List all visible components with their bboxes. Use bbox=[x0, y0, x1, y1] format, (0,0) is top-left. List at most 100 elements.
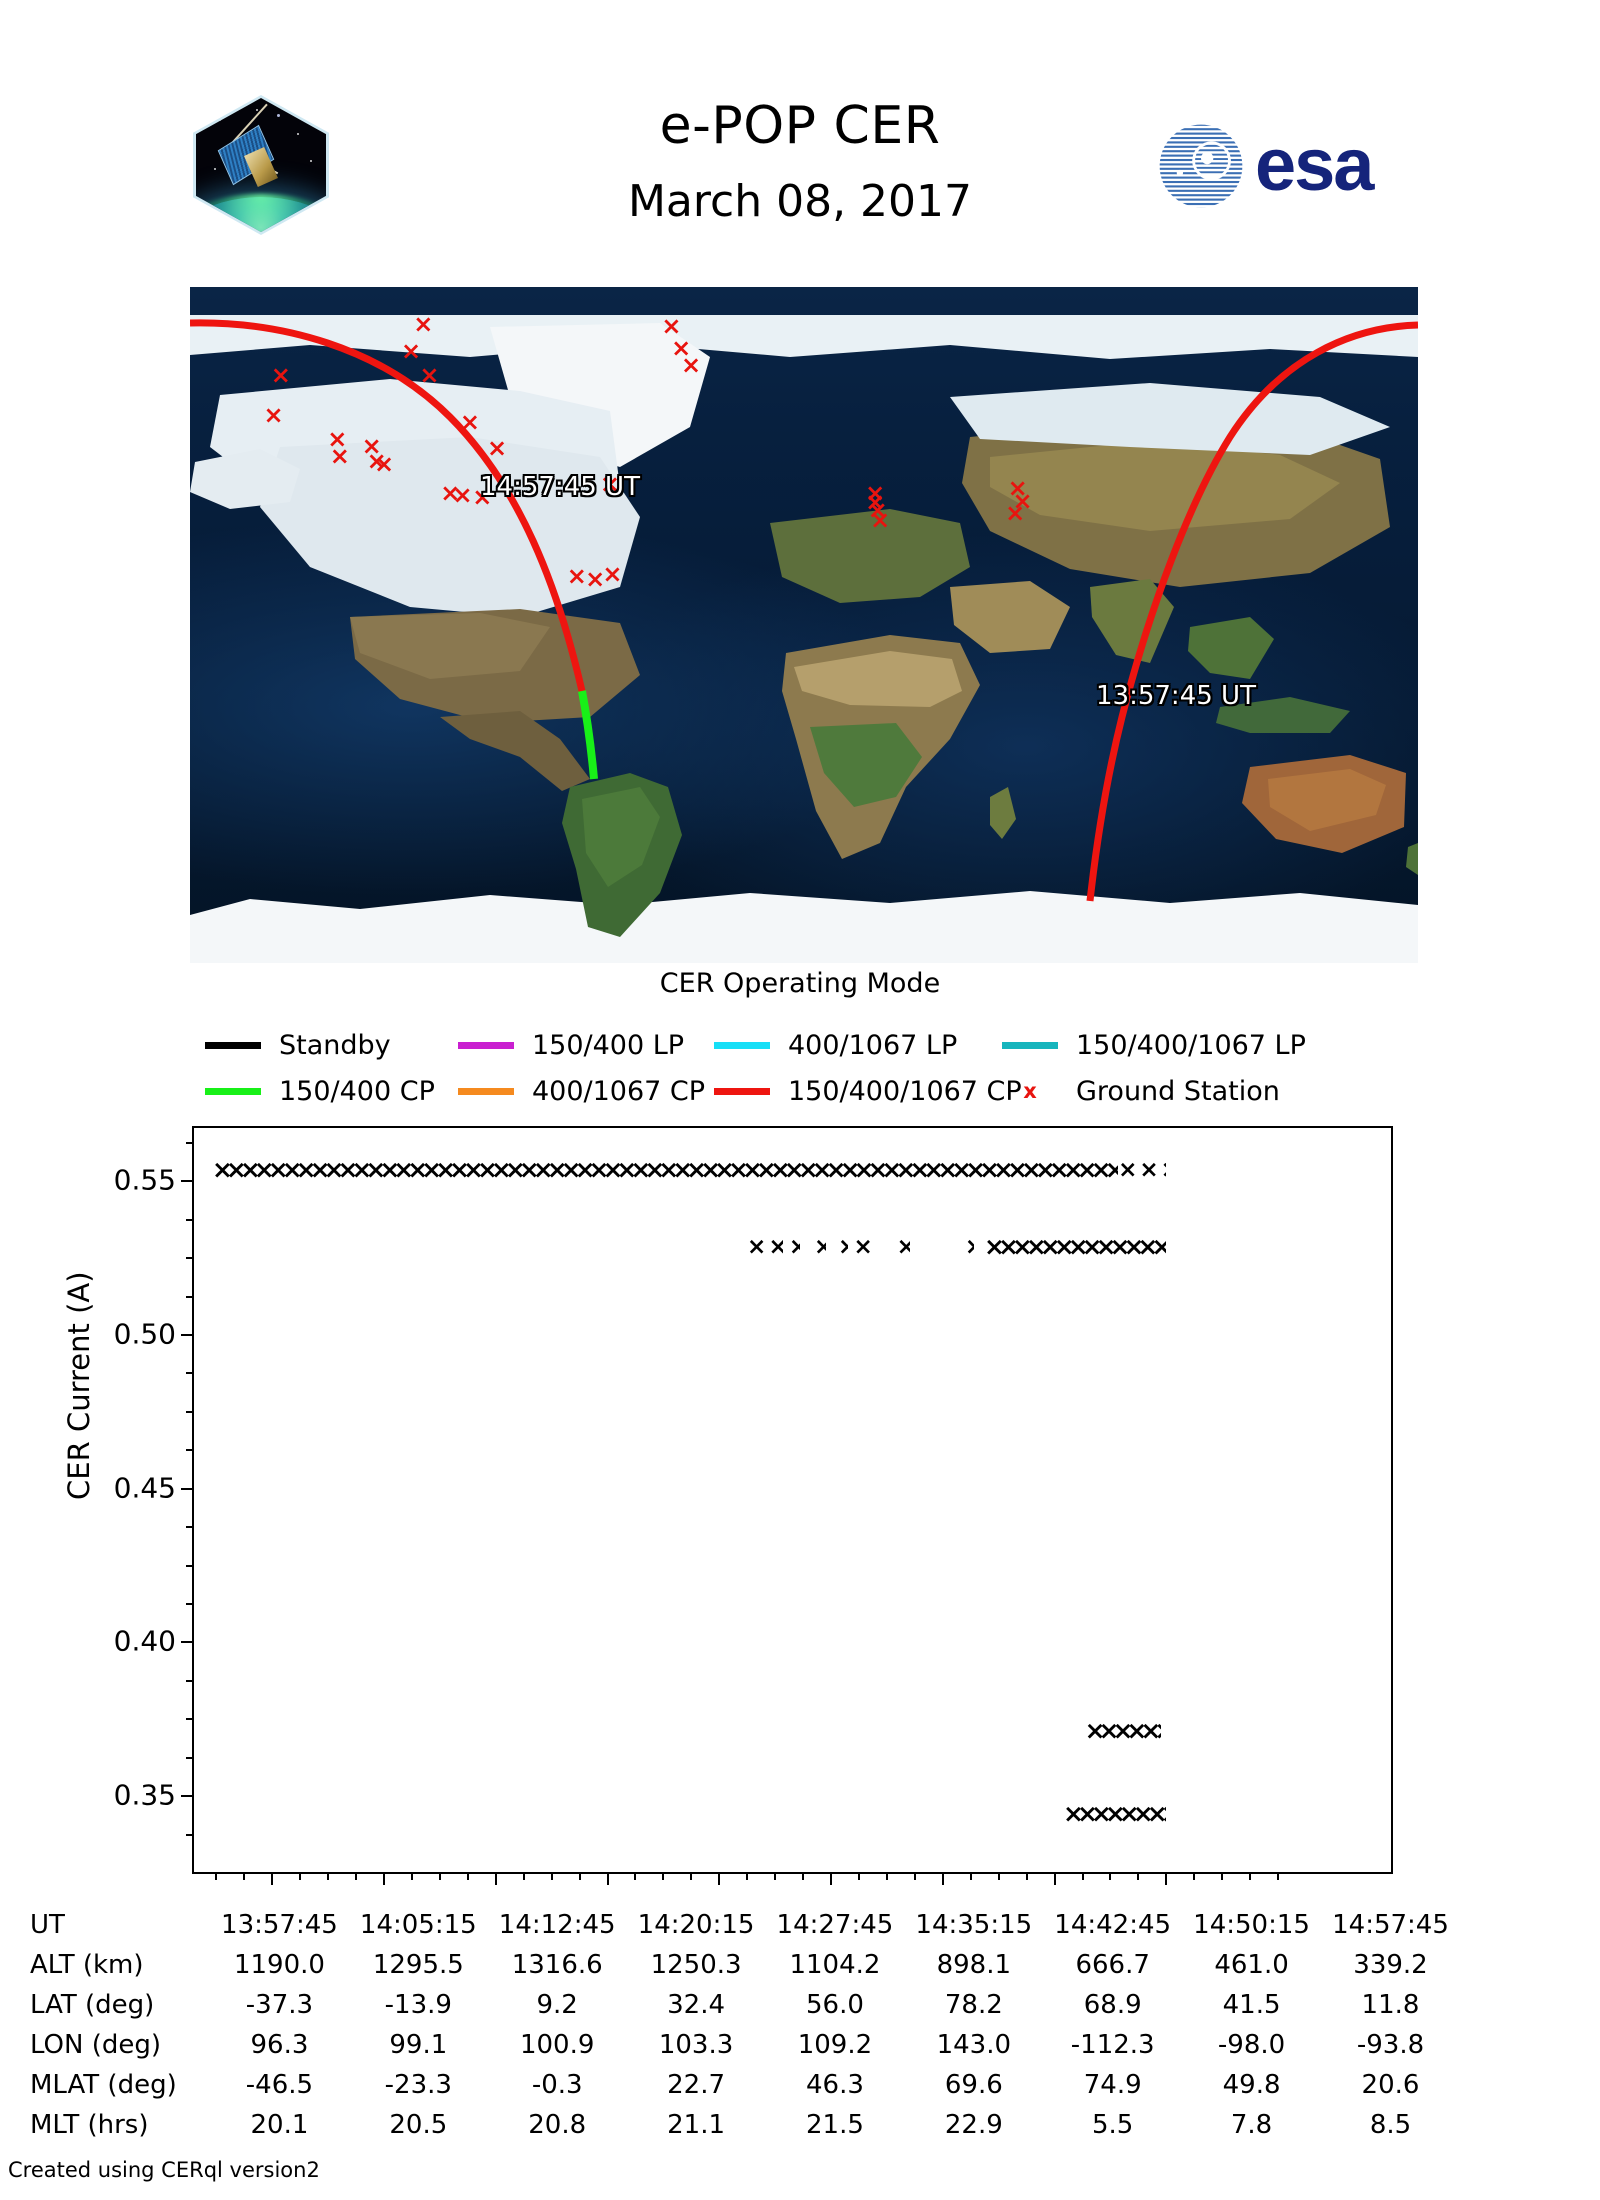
x-axis-minor-tick bbox=[522, 1872, 525, 1880]
legend-swatch-standby bbox=[205, 1041, 261, 1049]
table-row: ALT (km) 1190.0 1295.5 1316.6 1250.3 1104.2 89… bbox=[30, 1945, 1460, 1985]
table-cell: 20.5 bbox=[389, 2110, 448, 2140]
table-cell: 1104.2 bbox=[789, 1950, 881, 1980]
ground-station-marker: × bbox=[599, 470, 621, 499]
legend-item-400-1067-cp: 400/1067 CP bbox=[458, 1076, 714, 1107]
ground-station-marker: × bbox=[452, 481, 473, 510]
x-axis-minor-tick bbox=[746, 1872, 749, 1880]
table-row-label: LON (deg) bbox=[30, 2030, 162, 2060]
ground-station-marker: × bbox=[472, 482, 493, 511]
table-row-label: UT bbox=[30, 1910, 65, 1940]
legend-swatch-150-400-1067-cp bbox=[714, 1087, 770, 1095]
y-axis-minor-tick bbox=[186, 1295, 194, 1298]
plot-data-area: ××××××××××××××××××××××××××××××××××××××××… bbox=[194, 1128, 1391, 1872]
ground-station-marker: × bbox=[263, 401, 284, 430]
table-row: UT 13:57:45 14:05:15 14:12:45 14:20:15 14:27:… bbox=[30, 1905, 1460, 1945]
table-cell: 99.1 bbox=[389, 2030, 448, 2060]
ground-station-marker: × bbox=[459, 408, 481, 437]
legend-label: 400/1067 LP bbox=[788, 1029, 958, 1061]
table-row-label: MLAT (deg) bbox=[30, 2070, 177, 2100]
table-cell: 461.0 bbox=[1214, 1950, 1289, 1980]
table-cell: 22.9 bbox=[944, 2110, 1003, 2140]
x-axis-minor-tick bbox=[410, 1872, 413, 1880]
page-title: e-POP CER bbox=[659, 96, 941, 156]
y-axis-minor-tick bbox=[186, 1257, 194, 1260]
x-axis-minor-tick bbox=[690, 1872, 693, 1880]
y-axis-tick-label: 0.45 bbox=[113, 1471, 176, 1505]
legend-item-standby: Standby bbox=[205, 1030, 458, 1061]
table-cell: -13.9 bbox=[384, 1990, 452, 2020]
cer-current-scatter-plot: ××××××××××××××××××××××××××××××××××××××××… bbox=[114, 1126, 1393, 1885]
scatter-marker-band: × × × × × bbox=[853, 1234, 872, 1261]
table-row-label: LAT (deg) bbox=[30, 1990, 155, 2020]
ephemeris-table: UT 13:57:45 14:05:15 14:12:45 14:20:15 14:27:… bbox=[30, 1905, 1460, 2145]
y-axis-tick bbox=[181, 1795, 194, 1798]
table-cell: -37.3 bbox=[245, 1990, 314, 2020]
table-cell: 103.3 bbox=[658, 2030, 734, 2060]
ground-track-path bbox=[190, 319, 1418, 902]
table-cell: -93.8 bbox=[1356, 2030, 1425, 2060]
x-axis-tick bbox=[830, 1872, 833, 1885]
table-cell: 49.8 bbox=[1222, 2070, 1281, 2100]
y-axis-minor-tick bbox=[186, 1602, 194, 1605]
ground-station-marker: × bbox=[865, 487, 886, 516]
x-axis-tick bbox=[382, 1872, 385, 1885]
x-axis-minor-tick bbox=[578, 1872, 581, 1880]
x-axis-minor-tick bbox=[802, 1872, 805, 1880]
ground-station-marker: × bbox=[585, 565, 606, 594]
x-axis-minor-tick bbox=[1221, 1872, 1224, 1880]
table-cell: -46.5 bbox=[245, 2070, 314, 2100]
y-axis-tick bbox=[181, 1333, 194, 1336]
x-axis-minor-tick bbox=[1025, 1872, 1028, 1880]
legend-label: 400/1067 CP bbox=[532, 1075, 706, 1107]
x-axis-tick bbox=[1165, 1872, 1168, 1885]
legend-label: 150/400/1067 CP bbox=[788, 1075, 1022, 1107]
table-cell: 14:57:45 bbox=[1332, 1910, 1449, 1940]
table-row: MLAT (deg) -46.5 -23.3 -0.3 22.7 46.3 69.6 74.9… bbox=[30, 2065, 1460, 2105]
x-axis-tick bbox=[271, 1872, 274, 1885]
y-axis-minor-tick bbox=[186, 1718, 194, 1721]
footer-credit: Created using CERql version2 bbox=[8, 2158, 320, 2182]
y-axis-minor-tick bbox=[186, 1526, 194, 1529]
map-label-pass-start: 13:57:45 UT bbox=[1096, 681, 1256, 711]
scatter-marker-band: × × × × bbox=[838, 1234, 848, 1260]
table-cell: 96.3 bbox=[250, 2030, 309, 2060]
x-axis-minor-tick bbox=[662, 1872, 665, 1880]
table-cell: 41.5 bbox=[1222, 1990, 1281, 2020]
table-row-label: ALT (km) bbox=[30, 1950, 144, 1980]
esa-swirl-icon bbox=[1157, 122, 1245, 210]
table-cell: -0.3 bbox=[531, 2070, 583, 2100]
x-axis-minor-tick bbox=[997, 1872, 1000, 1880]
table-cell: 109.2 bbox=[797, 2030, 873, 2060]
table-cell: 68.9 bbox=[1083, 1990, 1142, 2020]
ground-station-marker: × bbox=[566, 562, 587, 591]
ground-station-marker: × bbox=[270, 360, 291, 389]
ground-station-marker: × bbox=[671, 333, 692, 362]
ground-station-marker: × bbox=[419, 360, 440, 389]
legend-label: Standby bbox=[279, 1029, 391, 1061]
scatter-marker-band: × × × × × bbox=[768, 1234, 783, 1261]
table-cell: 898.1 bbox=[936, 1950, 1012, 1980]
scatter-marker-band: × × × × bbox=[788, 1234, 800, 1261]
ground-station-marker: × bbox=[602, 560, 623, 589]
table-cell: 20.8 bbox=[528, 2110, 587, 2140]
table-cell: 13:57:45 bbox=[221, 1910, 338, 1940]
scatter-marker-band: ××××××××××××××××××××× bbox=[1063, 1801, 1166, 1828]
ground-station-marker: × bbox=[1012, 486, 1033, 515]
x-axis-minor-tick bbox=[438, 1872, 441, 1880]
scatter-marker-band: ×××××××××××××××××××××××××××××××××× bbox=[984, 1234, 1166, 1261]
legend-swatch-150-400-lp bbox=[458, 1041, 514, 1049]
ground-station-marker: × bbox=[1005, 498, 1026, 527]
y-axis-minor-tick bbox=[186, 1679, 194, 1682]
x-axis-minor-tick bbox=[913, 1872, 916, 1880]
scatter-marker-band: × × × × × bbox=[814, 1234, 826, 1261]
table-row-label: MLT (hrs) bbox=[30, 2110, 149, 2140]
legend-item-150-400-1067-cp: 150/400/1067 CP bbox=[714, 1076, 1022, 1107]
x-axis-minor-tick bbox=[969, 1872, 972, 1880]
page-subtitle-date: March 08, 2017 bbox=[627, 176, 973, 227]
table-cell: 9.2 bbox=[536, 1990, 578, 2020]
y-axis-tick bbox=[181, 1180, 194, 1183]
legend-label: 150/400/1067 LP bbox=[1076, 1029, 1306, 1061]
table-cell: 21.1 bbox=[667, 2110, 725, 2140]
x-axis-minor-tick bbox=[857, 1872, 860, 1880]
